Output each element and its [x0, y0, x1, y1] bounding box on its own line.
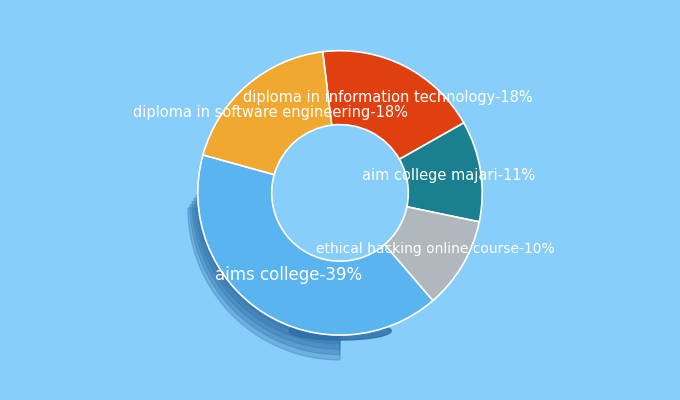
Wedge shape: [399, 123, 482, 222]
Text: ethical hacking online course-10%: ethical hacking online course-10%: [316, 242, 555, 256]
Text: diploma in information technology-18%: diploma in information technology-18%: [243, 90, 533, 105]
Polygon shape: [192, 202, 340, 349]
Polygon shape: [190, 205, 340, 355]
Wedge shape: [203, 52, 332, 175]
Text: diploma in software engineering-18%: diploma in software engineering-18%: [133, 104, 408, 120]
Wedge shape: [323, 51, 464, 159]
Text: aims college-39%: aims college-39%: [215, 266, 362, 284]
Polygon shape: [197, 195, 340, 339]
Wedge shape: [198, 155, 433, 335]
Wedge shape: [385, 207, 479, 301]
Polygon shape: [188, 208, 340, 360]
Polygon shape: [194, 198, 340, 344]
Text: aim college majari-11%: aim college majari-11%: [362, 168, 535, 184]
Ellipse shape: [289, 322, 391, 340]
